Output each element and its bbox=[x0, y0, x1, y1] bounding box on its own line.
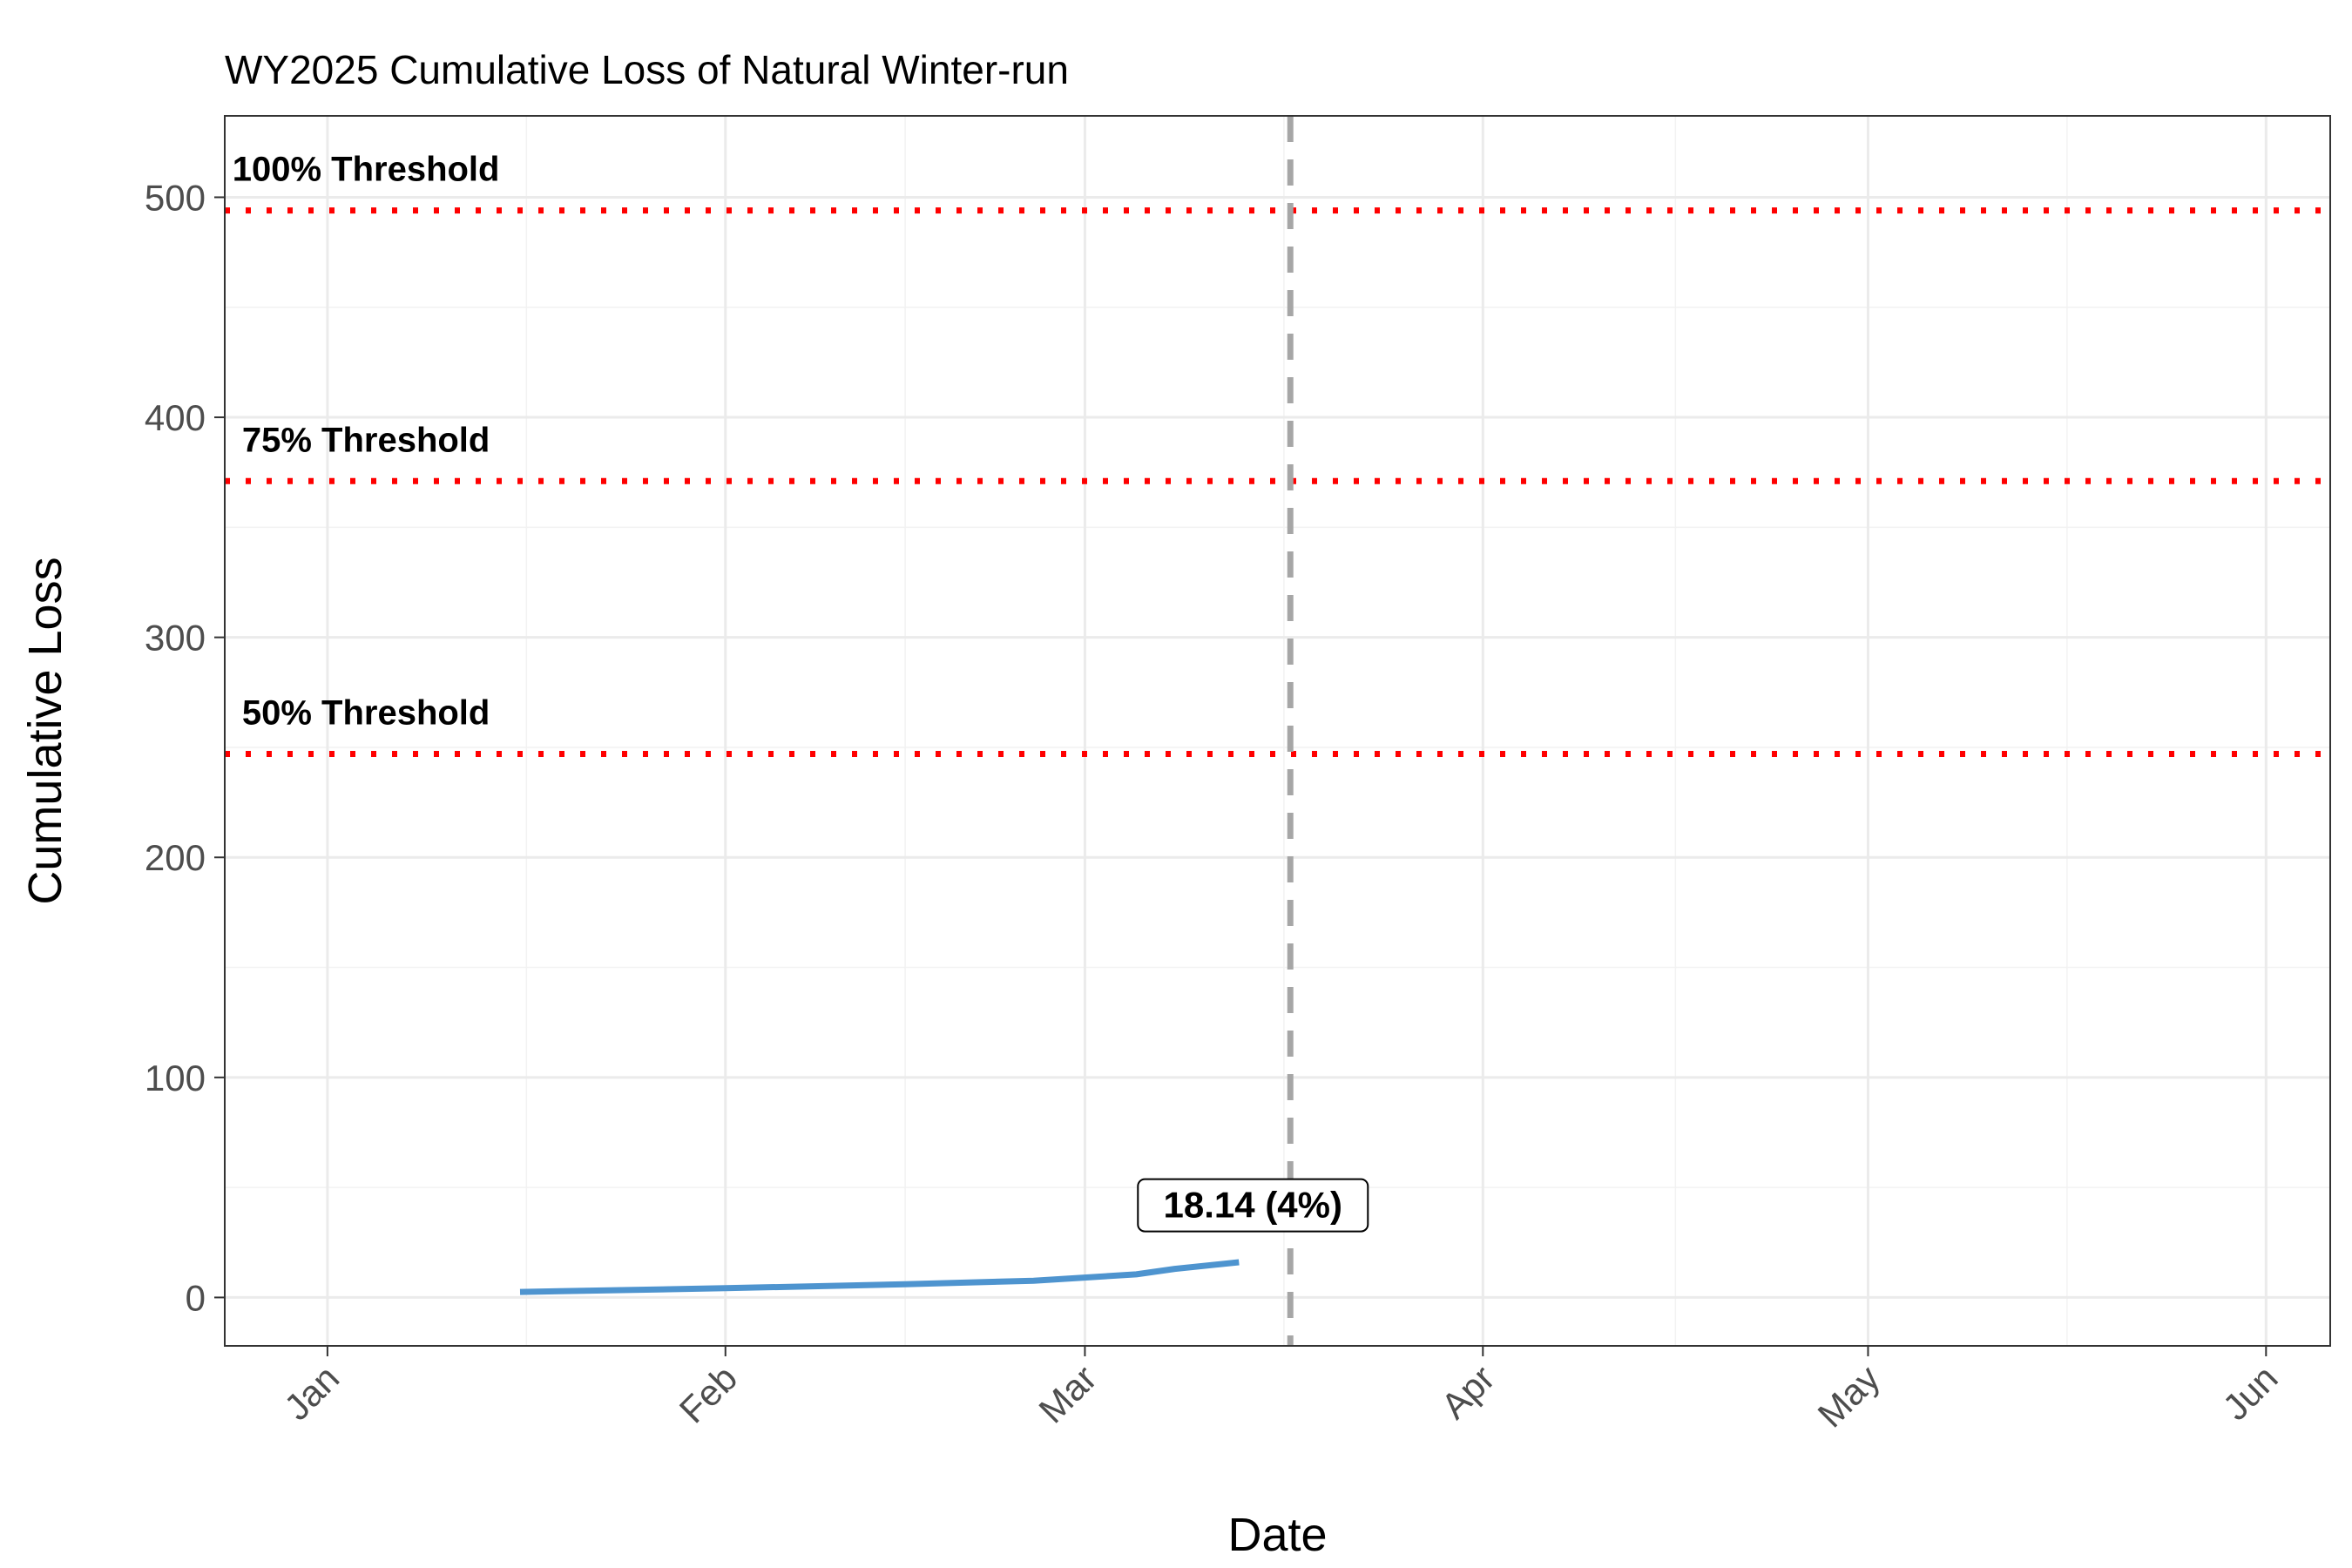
point-label-group: 18.14 (4%) bbox=[1137, 1178, 1369, 1233]
y-tick-label: 300 bbox=[145, 618, 206, 659]
threshold-labels: 100% Threshold 75% Threshold 50% Threshold bbox=[233, 151, 500, 733]
threshold-label: 50% Threshold bbox=[242, 694, 490, 733]
y-tick-label: 100 bbox=[145, 1058, 206, 1098]
threshold-label: 100% Threshold bbox=[233, 151, 500, 189]
plot-panel-border bbox=[224, 115, 2331, 1347]
y-axis-title: Cumulative Loss bbox=[19, 557, 71, 904]
point-label: 18.14 (4%) bbox=[1164, 1185, 1342, 1226]
threshold-label: 75% Threshold bbox=[242, 421, 490, 459]
chart-title: WY2025 Cumulative Loss of Natural Winter… bbox=[225, 47, 1069, 92]
series-lines bbox=[519, 1259, 1240, 1295]
y-tick-label: 500 bbox=[145, 177, 206, 218]
x-axis-title: Date bbox=[1227, 1509, 1327, 1561]
major-gridlines bbox=[225, 116, 2330, 1346]
y-tick-label: 400 bbox=[145, 397, 206, 438]
point-label-box bbox=[1137, 1178, 1369, 1233]
y-tick-label: 0 bbox=[186, 1277, 206, 1318]
y-tick-label: 200 bbox=[145, 837, 206, 878]
series-line bbox=[519, 1259, 1240, 1295]
minor-gridlines bbox=[225, 116, 2330, 1346]
y-axis: 0 100 200 300 400 500 bbox=[145, 177, 225, 1318]
